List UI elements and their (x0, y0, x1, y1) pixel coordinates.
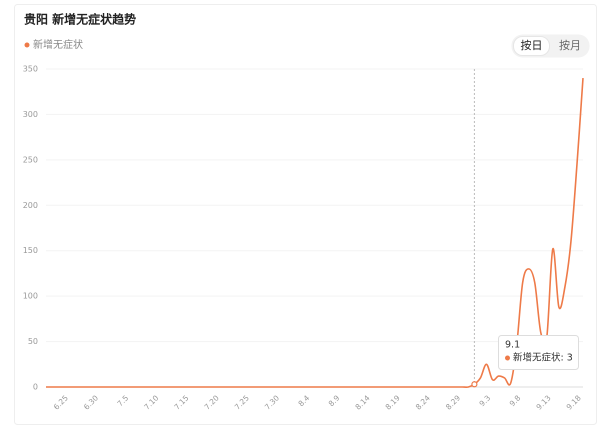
tooltip-text: 新增无症状: 3 (513, 352, 573, 364)
tooltip-swatch (505, 355, 510, 361)
y-tick-label: 0 (33, 383, 38, 392)
legend-label: 新增无症状 (33, 38, 83, 51)
y-tick-label: 50 (28, 337, 38, 346)
tooltip-title: 9.1 (505, 340, 520, 351)
line (45, 78, 584, 388)
toggle-active[interactable] (513, 36, 550, 56)
y-tick-label: 100 (23, 292, 38, 301)
y-tick-label: 350 (23, 65, 38, 74)
toggle-month[interactable]: 按月 (559, 38, 581, 52)
tooltip-box (498, 335, 579, 370)
legend-swatch (24, 42, 30, 48)
y-tick-label: 300 (23, 110, 38, 119)
hover-point (471, 381, 478, 388)
y-tick-label: 200 (23, 201, 38, 210)
toggle-day[interactable]: 按日 (521, 38, 543, 52)
chart-title: 贵阳 新增无症状趋势 (24, 12, 136, 27)
card (14, 4, 597, 425)
y-tick-label: 250 (23, 155, 38, 164)
y-tick-label: 150 (23, 246, 38, 255)
